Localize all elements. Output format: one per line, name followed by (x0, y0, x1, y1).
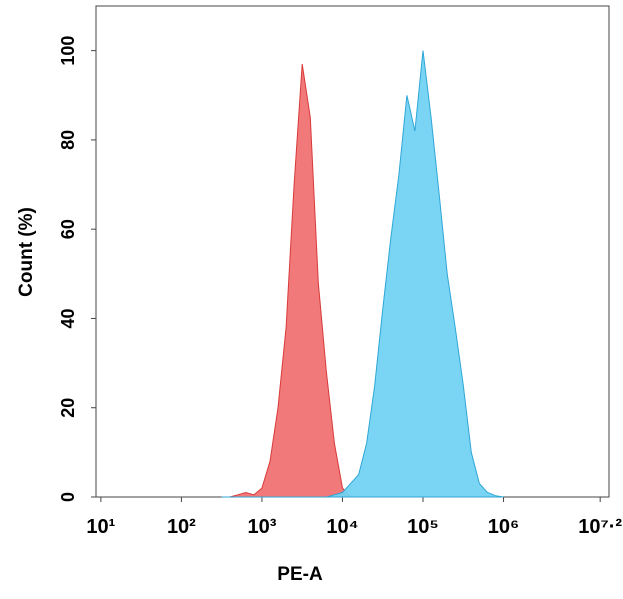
y-tick-label: 60 (58, 219, 78, 239)
x-tick-label: 10⁵ (407, 516, 439, 538)
area (221, 50, 504, 498)
x-tick-label: 10⁶ (488, 516, 519, 538)
x-tick-label: 10² (167, 516, 196, 538)
y-tick-label: 40 (58, 308, 78, 328)
x-tick-label: 10⁴ (326, 516, 358, 538)
x-tick-label: 10¹ (86, 516, 115, 538)
x-tick-label: 10³ (247, 516, 276, 538)
y-tick-label: 20 (58, 398, 78, 418)
plot-frame (95, 5, 610, 498)
y-tick-label: 80 (58, 130, 78, 150)
y-tick-label: 0 (58, 492, 78, 502)
y-axis-title: Count (%) (16, 207, 37, 297)
x-tick-label: 10⁷·² (578, 516, 622, 538)
x-axis-title: PE-A (277, 564, 323, 585)
y-tick-label: 100 (58, 36, 78, 66)
